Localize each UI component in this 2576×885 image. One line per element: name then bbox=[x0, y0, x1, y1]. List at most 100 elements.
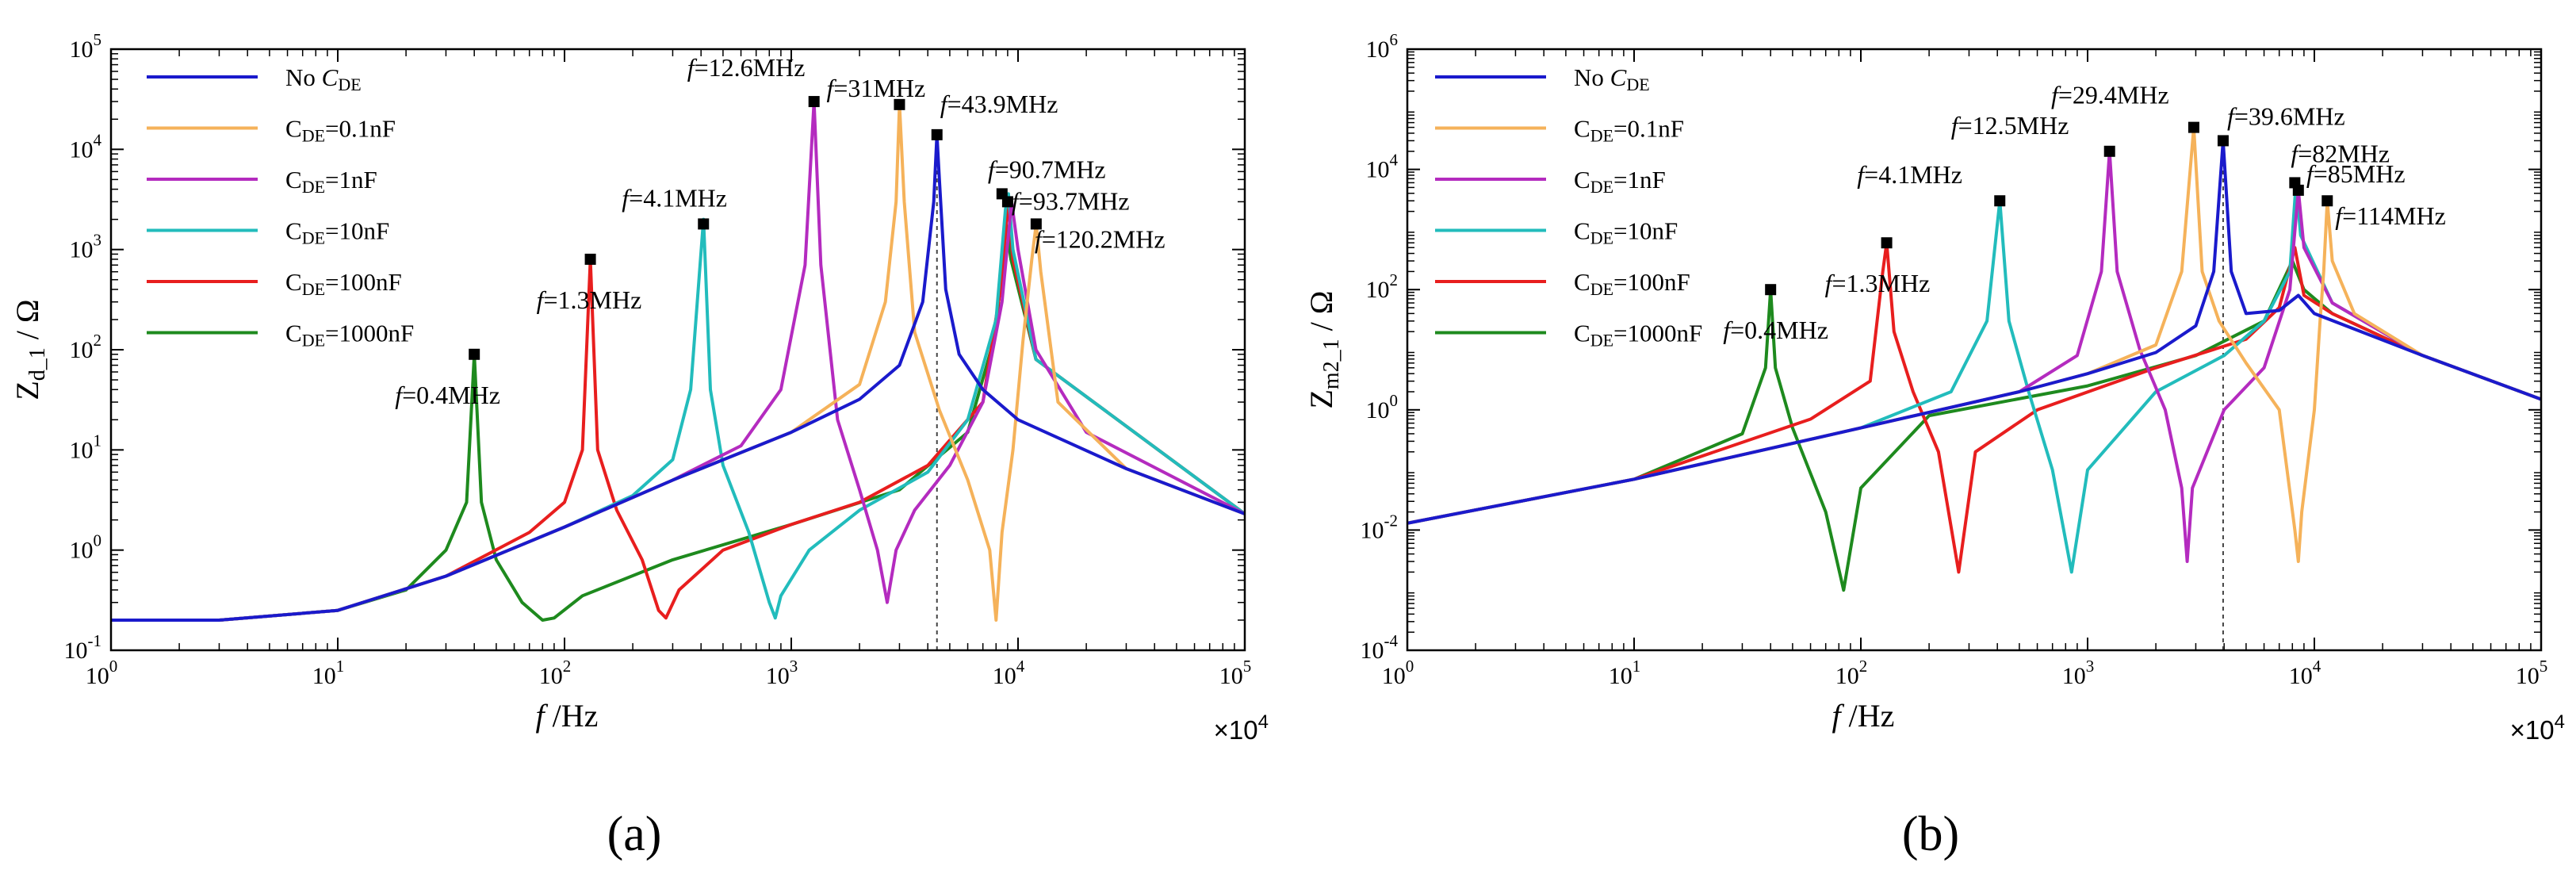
y-tick-label: 10-4 bbox=[1361, 631, 1399, 664]
peak-annotation: f=93.7MHz bbox=[1012, 186, 1130, 215]
peak-annotation: f=43.9MHz bbox=[940, 90, 1058, 118]
legend-entry: CDE=0.1nF bbox=[1574, 115, 1684, 146]
y-tick-exp: 1 bbox=[94, 431, 102, 450]
legend-subscript: DE bbox=[1590, 126, 1613, 146]
y-tick-label: 100 bbox=[70, 531, 102, 564]
legend-subscript: DE bbox=[302, 279, 325, 299]
legend-entry: CDE=10nF bbox=[1574, 217, 1678, 248]
legend-text: =10nF bbox=[1613, 217, 1678, 245]
peak-marker bbox=[808, 96, 820, 108]
legend-subscript: DE bbox=[1590, 177, 1613, 197]
peak-annotation: f=4.1MHz bbox=[622, 183, 727, 212]
peak-annotation: f=29.4MHz bbox=[2051, 81, 2169, 109]
y-axis-label: Zd_1 / Ω bbox=[10, 299, 50, 400]
x-tick-exp: 4 bbox=[1016, 657, 1025, 676]
legend-text: C bbox=[285, 217, 302, 245]
peak-marker bbox=[698, 218, 710, 230]
peak-marker bbox=[1765, 284, 1777, 296]
x-tick-base: 10 bbox=[539, 663, 563, 689]
x-tick-exp: 0 bbox=[109, 657, 118, 676]
peak-marker bbox=[1881, 237, 1893, 249]
peak-annotation: f=12.6MHz bbox=[687, 53, 806, 82]
x-tick-base: 10 bbox=[766, 663, 790, 689]
legend-text: C bbox=[1574, 166, 1590, 193]
x-multiplier: ×104 bbox=[1214, 711, 1269, 745]
y-tick-label: 102 bbox=[1366, 270, 1399, 303]
y-axis-subscript: d_1 bbox=[25, 347, 50, 381]
y-tick-label: 104 bbox=[1366, 151, 1399, 183]
peak-annotation: f=0.4MHz bbox=[395, 381, 500, 409]
x-tick-label: 101 bbox=[312, 657, 345, 689]
legend-text: C bbox=[1610, 63, 1627, 91]
x-axis-label: f /Hz bbox=[536, 698, 599, 734]
peak-annotation: f=82MHz bbox=[2291, 139, 2390, 167]
legend-text: C bbox=[322, 63, 339, 91]
legend-text: C bbox=[285, 115, 302, 143]
legend-entry: CDE=1nF bbox=[1574, 166, 1666, 197]
peak-annotation: f=0.4MHz bbox=[1723, 316, 1828, 344]
y-tick-base: 10 bbox=[1361, 638, 1384, 664]
y-tick-base: 10 bbox=[70, 337, 94, 363]
x-multiplier-exp: 4 bbox=[1258, 711, 1269, 733]
annotation-value: =120.2MHz bbox=[1042, 224, 1166, 253]
legend-subscript: DE bbox=[1590, 279, 1613, 299]
peak-annotation: f=4.1MHz bbox=[1857, 160, 1962, 189]
annotation-value: =114MHz bbox=[2342, 201, 2446, 230]
y-axis-var: Z bbox=[10, 381, 45, 400]
x-tick-base: 10 bbox=[2289, 663, 2313, 689]
legend-text: C bbox=[1574, 217, 1590, 245]
annotation-value: =93.7MHz bbox=[1019, 186, 1130, 215]
x-tick-label: 104 bbox=[993, 657, 1025, 689]
series-line-cde-10nf bbox=[1407, 181, 2541, 574]
y-tick-base: 10 bbox=[1366, 157, 1390, 183]
y-tick-exp: -4 bbox=[1384, 631, 1399, 650]
peak-marker bbox=[469, 348, 480, 360]
peak-marker bbox=[2187, 121, 2199, 133]
x-tick-exp: 1 bbox=[1632, 657, 1641, 676]
peak-marker bbox=[894, 98, 905, 110]
legend-entry: CDE=100nF bbox=[285, 268, 402, 299]
x-tick-label: 105 bbox=[2516, 657, 2548, 689]
legend-text: C bbox=[1574, 320, 1590, 347]
x-tick-label: 100 bbox=[86, 657, 118, 689]
x-tick-exp: 2 bbox=[563, 657, 572, 676]
panel-label: (a) bbox=[607, 807, 662, 861]
peak-marker bbox=[1001, 196, 1013, 208]
y-tick-label: 106 bbox=[1366, 30, 1399, 63]
chart-panel-a: 100 101 102 103 104 10510-1100101102103104105… bbox=[10, 30, 1269, 861]
legend-text: =10nF bbox=[325, 217, 389, 245]
annotation-value: =4.1MHz bbox=[629, 183, 727, 212]
x-multiplier-base: ×10 bbox=[1214, 715, 1258, 745]
x-tick-base: 10 bbox=[1609, 663, 1632, 689]
legend-text: =100nF bbox=[1613, 268, 1690, 296]
y-axis-unit: / Ω bbox=[10, 299, 45, 347]
x-tick-label: 103 bbox=[2062, 657, 2095, 689]
y-tick-exp: 5 bbox=[94, 30, 102, 49]
series-line-no-cde bbox=[1407, 139, 2541, 525]
x-tick-base: 10 bbox=[2062, 663, 2086, 689]
y-tick-base: 10 bbox=[64, 638, 88, 664]
peak-annotation: f=39.6MHz bbox=[2227, 102, 2345, 130]
x-tick-exp: 0 bbox=[1406, 657, 1414, 676]
plot-frame bbox=[109, 48, 1246, 652]
series-line-cde-1000nf bbox=[1407, 259, 2541, 592]
y-tick-base: 10 bbox=[1366, 36, 1390, 63]
y-tick-base: 10 bbox=[1366, 397, 1390, 423]
x-tick-label: 103 bbox=[766, 657, 798, 689]
annotation-value: =31MHz bbox=[833, 74, 925, 102]
series-line-cde-100nf bbox=[111, 200, 1245, 622]
annotation-value: =29.4MHz bbox=[2058, 81, 2169, 109]
x-tick-exp: 5 bbox=[2540, 657, 2548, 676]
legend-subscript: DE bbox=[1590, 228, 1613, 248]
y-tick-exp: 0 bbox=[1390, 391, 1399, 410]
legend-subscript: DE bbox=[1590, 331, 1613, 351]
y-tick-base: 10 bbox=[1361, 517, 1384, 543]
x-tick-label: 100 bbox=[1382, 657, 1414, 689]
legend-text: C bbox=[285, 268, 302, 296]
peak-annotation: f=90.7MHz bbox=[988, 155, 1106, 183]
legend-entry: CDE=10nF bbox=[285, 217, 389, 248]
legend-subscript: DE bbox=[1626, 75, 1649, 94]
x-tick-label: 102 bbox=[1835, 657, 1868, 689]
legend-entry: No CDE bbox=[285, 63, 362, 94]
